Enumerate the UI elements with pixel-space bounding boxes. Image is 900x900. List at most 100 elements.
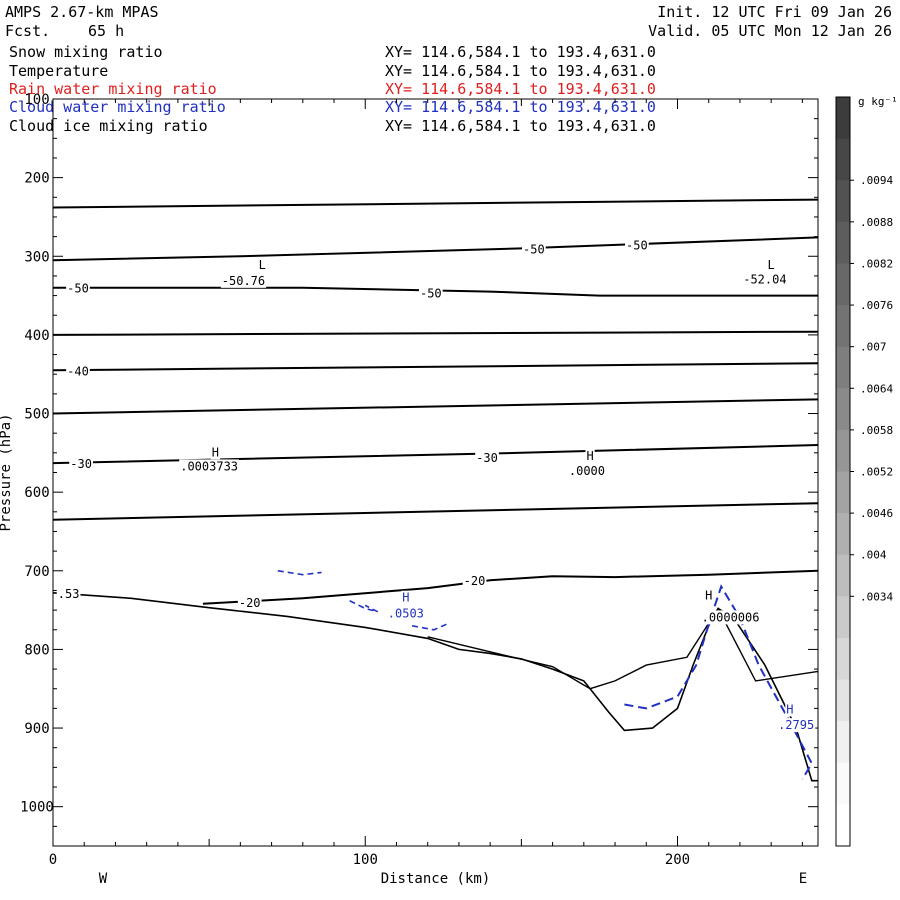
field-2-name: Rain water mixing ratio <box>9 80 217 98</box>
annotation-background <box>777 718 816 733</box>
y-tick-label: 800 <box>24 642 49 658</box>
field-1-name: Temperature <box>9 62 109 80</box>
west-label: W <box>99 871 108 887</box>
x-axis-label: Distance (km) <box>381 871 491 887</box>
y-tick-label: 400 <box>24 328 49 344</box>
isotherm-line <box>53 362 818 372</box>
field-3-xy: XY= 114.6,584.1 to 193.4,631.0 <box>385 98 656 116</box>
isotherm-line <box>53 502 818 521</box>
colorbar-swatch <box>836 637 850 681</box>
y-tick-label: 900 <box>24 721 49 737</box>
y-tick-label: 500 <box>24 407 49 423</box>
colorbar-swatch <box>836 180 850 223</box>
annotation-background <box>766 258 776 273</box>
contour-annotation: -40 <box>67 364 89 378</box>
contour-annotation: -52.04 <box>743 272 786 286</box>
colorbar-swatch <box>836 346 850 389</box>
forecast-hours: 65 h <box>88 22 125 40</box>
colorbar-unit: g kg⁻¹ <box>858 95 898 108</box>
contour-annotation: -20 <box>464 574 486 588</box>
contour-annotation: .2795 <box>778 718 814 732</box>
contour-annotation: -50 <box>420 286 442 300</box>
terrain-line <box>53 592 818 782</box>
colorbar-label: .0034 <box>860 590 893 603</box>
valid-time: Valid. 05 UTC Mon 12 Jan 26 <box>648 22 892 40</box>
colorbar-swatch <box>836 596 850 639</box>
y-tick-label: 200 <box>24 171 49 187</box>
init-time: Init. 12 UTC Fri 09 Jan 26 <box>657 3 892 21</box>
y-tick-label: 1000 <box>20 800 54 816</box>
colorbar-swatch <box>836 679 850 722</box>
x-tick-label: 0 <box>49 852 57 868</box>
contour-annotation: .0503 <box>388 606 424 620</box>
colorbar-label: .0094 <box>860 174 893 187</box>
colorbar-label: .0058 <box>860 424 893 437</box>
colorbar-swatch <box>836 138 850 181</box>
contour-annotation: H <box>402 591 409 605</box>
colorbar-swatch <box>836 762 850 805</box>
plot-frame <box>52 98 819 847</box>
colorbar-label: .0064 <box>860 382 893 395</box>
field-4-name: Cloud ice mixing ratio <box>9 117 208 135</box>
x-tick-label: 200 <box>665 852 690 868</box>
isotherm-line <box>53 330 818 336</box>
contour-annotation: -30 <box>70 457 92 471</box>
annotation-background <box>210 445 220 460</box>
isotherm-line <box>53 398 818 415</box>
model-title: AMPS 2.67-km MPAS <box>5 3 159 21</box>
colorbar-label: .0052 <box>860 466 893 479</box>
snow-contour-line <box>427 607 818 690</box>
colorbar-label: .0076 <box>860 299 893 312</box>
annotation-background <box>66 364 90 379</box>
annotation-background <box>220 273 267 288</box>
y-tick-label: 700 <box>24 564 49 580</box>
contour-annotation: -50 <box>67 282 89 296</box>
contour-annotation: H <box>705 588 712 602</box>
annotation-background <box>66 281 90 296</box>
annotation-background <box>237 596 262 611</box>
annotation-background <box>386 606 425 621</box>
annotation-background <box>585 449 595 464</box>
field-2-xy: XY= 114.6,584.1 to 193.4,631.0 <box>385 80 656 98</box>
contour-annotation: -50.76 <box>222 274 265 288</box>
field-1-xy: XY= 114.6,584.1 to 193.4,631.0 <box>385 62 656 80</box>
plot-area: 100 200 300 400 500 600 700 800 900 1000 0 100 200 Di… <box>0 92 819 887</box>
isotherm-line <box>53 198 818 209</box>
cloud-water-contour-small <box>411 623 447 631</box>
annotation-background <box>257 258 267 273</box>
contour-annotation: .0000006 <box>702 610 760 624</box>
annotation-background <box>700 610 761 625</box>
annotation-background <box>625 238 649 253</box>
contour-annotation: -20 <box>239 596 261 610</box>
colorbar-swatch <box>836 388 850 431</box>
contour-annotation: H <box>212 445 219 459</box>
isotherm-line <box>202 569 818 605</box>
y-tick-label: 600 <box>24 485 49 501</box>
colorbar-swatch <box>836 97 850 140</box>
colorbar-swatch <box>836 804 850 847</box>
y-axis-label: Pressure (hPa) <box>0 413 14 531</box>
annotation-background <box>179 459 240 474</box>
contour-annotation: L <box>768 258 775 272</box>
field-0-name: Snow mixing ratio <box>9 43 163 61</box>
cloud-water-contour-small <box>349 599 379 613</box>
annotation-background <box>785 702 795 717</box>
annotation-background <box>475 450 499 465</box>
colorbar-swatch <box>836 513 850 556</box>
field-0-xy: XY= 114.6,584.1 to 193.4,631.0 <box>385 43 656 61</box>
colorbar-swatch <box>836 429 850 472</box>
colorbar-swatch <box>836 471 850 514</box>
annotation-background <box>567 464 607 479</box>
contour-annotation: .53 <box>58 587 80 601</box>
field-3-name: Cloud water mixing ratio <box>9 98 226 116</box>
colorbar-swatch <box>836 305 850 348</box>
y-tick-label: 100 <box>24 92 49 108</box>
forecast-label: Fcst. <box>5 22 51 40</box>
colorbar-label: .0088 <box>860 216 893 229</box>
east-label: E <box>799 871 807 887</box>
field-4-xy: XY= 114.6,584.1 to 193.4,631.0 <box>385 117 656 135</box>
colorbar-label: .0082 <box>860 257 893 270</box>
cloud-water-contour-small <box>277 570 322 576</box>
colorbar: g kg⁻¹ .0094 .0088 .0082 .0076 .007 .0064 .0058… <box>835 95 898 847</box>
